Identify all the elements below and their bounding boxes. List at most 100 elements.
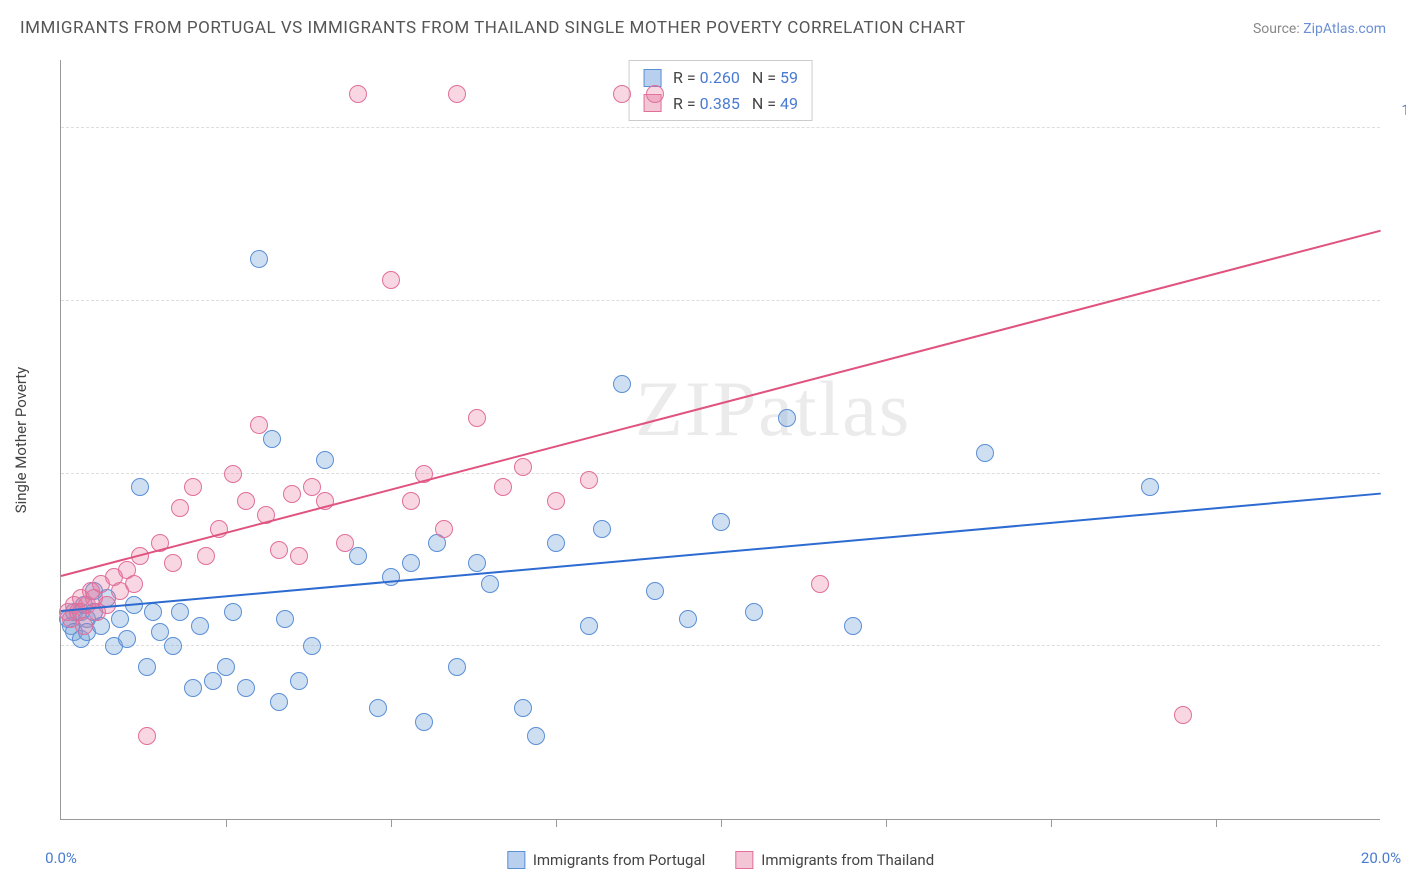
chart-title: IMMIGRANTS FROM PORTUGAL VS IMMIGRANTS F… <box>20 18 966 38</box>
data-point <box>75 617 93 635</box>
legend-item-thailand: Immigrants from Thailand <box>735 851 934 869</box>
data-point <box>778 409 796 427</box>
r-value-portugal: 0.260 <box>700 68 740 87</box>
data-point <box>171 499 189 517</box>
plot-area: Single Mother Poverty ZIPatlas R = 0.260… <box>60 60 1380 820</box>
data-point <box>415 713 433 731</box>
swatch-portugal-icon <box>507 851 525 869</box>
data-point <box>349 85 367 103</box>
data-point <box>184 679 202 697</box>
data-point <box>164 554 182 572</box>
data-point <box>547 534 565 552</box>
data-point <box>171 603 189 621</box>
y-tick-label: 25.0% <box>1390 619 1406 637</box>
legend-label-thailand: Immigrants from Thailand <box>761 851 934 869</box>
data-point <box>138 658 156 676</box>
source-credit: Source: ZipAtlas.com <box>1253 21 1386 37</box>
y-axis-title: Single Mother Poverty <box>12 366 30 513</box>
data-point <box>118 630 136 648</box>
data-point <box>191 617 209 635</box>
data-point <box>712 513 730 531</box>
data-point <box>276 610 294 628</box>
legend-bottom: Immigrants from Portugal Immigrants from… <box>507 851 934 869</box>
data-point <box>164 637 182 655</box>
x-tick <box>886 819 887 827</box>
data-point <box>646 582 664 600</box>
data-point <box>290 547 308 565</box>
data-point <box>1141 478 1159 496</box>
data-point <box>580 471 598 489</box>
data-point <box>514 699 532 717</box>
data-point <box>290 672 308 690</box>
data-point <box>270 693 288 711</box>
data-point <box>263 430 281 448</box>
swatch-thailand-icon <box>735 851 753 869</box>
data-point <box>125 575 143 593</box>
n-value-portugal: 59 <box>780 68 798 87</box>
data-point <box>844 617 862 635</box>
data-point <box>382 568 400 586</box>
data-point <box>481 575 499 593</box>
data-point <box>197 547 215 565</box>
data-point <box>349 547 367 565</box>
data-point <box>217 658 235 676</box>
data-point <box>382 271 400 289</box>
r-value-thailand: 0.385 <box>700 94 740 113</box>
gridline <box>61 473 1380 474</box>
y-tick-label: 50.0% <box>1390 447 1406 465</box>
data-point <box>250 250 268 268</box>
data-point <box>679 610 697 628</box>
data-point <box>613 375 631 393</box>
data-point <box>316 451 334 469</box>
data-point <box>303 637 321 655</box>
data-point <box>237 492 255 510</box>
x-tick <box>556 819 557 827</box>
data-point <box>976 444 994 462</box>
x-tick <box>226 819 227 827</box>
data-point <box>111 610 129 628</box>
data-point <box>527 727 545 745</box>
n-value-thailand: 49 <box>780 94 798 113</box>
data-point <box>1174 706 1192 724</box>
source-label: Source: <box>1253 21 1300 37</box>
gridline <box>61 300 1380 301</box>
x-tick <box>1216 819 1217 827</box>
x-tick-label: 20.0% <box>1361 849 1401 867</box>
data-point <box>514 458 532 476</box>
data-point <box>646 85 664 103</box>
data-point <box>336 534 354 552</box>
legend-label-portugal: Immigrants from Portugal <box>533 851 705 869</box>
data-point <box>494 478 512 496</box>
gridline <box>61 127 1380 128</box>
legend-item-portugal: Immigrants from Portugal <box>507 851 705 869</box>
data-point <box>745 603 763 621</box>
legend-stats-row-portugal: R = 0.260 N = 59 <box>643 65 798 91</box>
legend-stats-row-thailand: R = 0.385 N = 49 <box>643 91 798 117</box>
data-point <box>468 554 486 572</box>
title-bar: IMMIGRANTS FROM PORTUGAL VS IMMIGRANTS F… <box>20 18 1386 38</box>
data-point <box>224 603 242 621</box>
data-point <box>580 617 598 635</box>
data-point <box>369 699 387 717</box>
data-point <box>283 485 301 503</box>
watermark: ZIPatlas <box>635 364 911 454</box>
data-point <box>402 492 420 510</box>
data-point <box>224 465 242 483</box>
source-link[interactable]: ZipAtlas.com <box>1303 21 1386 37</box>
y-tick-label: 75.0% <box>1390 274 1406 292</box>
data-point <box>811 575 829 593</box>
data-point <box>613 85 631 103</box>
x-tick <box>1051 819 1052 827</box>
data-point <box>593 520 611 538</box>
data-point <box>547 492 565 510</box>
x-tick <box>391 819 392 827</box>
data-point <box>184 478 202 496</box>
data-point <box>402 554 420 572</box>
data-point <box>270 541 288 559</box>
x-tick-label: 0.0% <box>45 849 77 867</box>
data-point <box>250 416 268 434</box>
x-tick <box>721 819 722 827</box>
y-tick-label: 100.0% <box>1390 101 1406 119</box>
data-point <box>138 727 156 745</box>
data-point <box>448 85 466 103</box>
